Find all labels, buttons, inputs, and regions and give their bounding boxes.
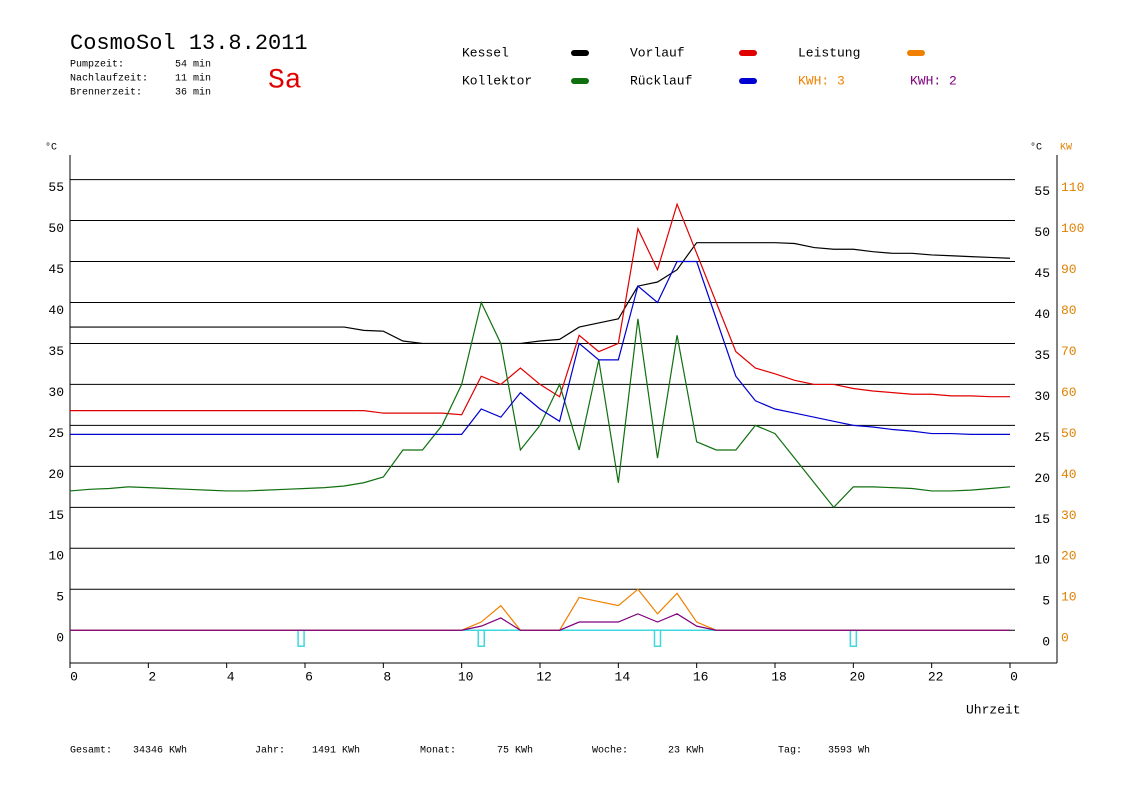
- stat-label: Nachlaufzeit:: [70, 73, 148, 85]
- y-tick-label: 25: [48, 426, 64, 441]
- total-label: Monat:: [420, 746, 456, 757]
- legend-label: KWH: 2: [910, 73, 957, 88]
- y2-tick-label: 5: [1042, 594, 1050, 609]
- stat-value: 54 min: [175, 59, 211, 71]
- x-tick-label: 16: [693, 669, 709, 684]
- y2-kw-tick-label: 80: [1061, 303, 1077, 318]
- x-tick-label: 20: [850, 669, 866, 684]
- marker: [477, 629, 485, 647]
- marker: [653, 629, 662, 647]
- y2-kw-tick-label: 30: [1061, 508, 1077, 523]
- y-tick-label: 0: [56, 631, 64, 646]
- x-tick-label: 8: [383, 669, 391, 684]
- y2-tick-label: 50: [1034, 225, 1050, 240]
- y2-kw-tick-label: 10: [1061, 590, 1077, 605]
- legend-label: Rücklauf: [630, 73, 692, 88]
- x-tick-label: 4: [227, 669, 235, 684]
- x-tick-label: 0: [1010, 669, 1018, 684]
- y2-tick-label: 15: [1034, 512, 1050, 527]
- y2-kw-tick-label: 110: [1061, 180, 1084, 195]
- x-tick-label: 6: [305, 669, 313, 684]
- total-label: Woche:: [592, 745, 628, 757]
- y2-kw-tick-label: 70: [1061, 344, 1077, 359]
- y2-kw-tick-label: 50: [1061, 426, 1077, 441]
- kwh-text: KWH: 3: [798, 73, 845, 88]
- weekday: Sa: [268, 65, 302, 96]
- series-line: [69, 300, 1011, 509]
- y2-tick-label: 40: [1034, 307, 1050, 322]
- total-value: 1491 KWh: [312, 745, 360, 757]
- series-line: [70, 613, 1010, 631]
- x-label: Uhrzeit: [966, 702, 1021, 717]
- y2-kw-tick-label: 20: [1061, 549, 1077, 564]
- y2-tick-label: 25: [1034, 430, 1050, 445]
- total-value: 34346 KWh: [133, 745, 187, 757]
- y2-tick-label: 20: [1034, 471, 1050, 486]
- y-tick-label: 40: [48, 303, 64, 318]
- y2-kw-tick-label: 0: [1061, 631, 1069, 646]
- series-line: [70, 202, 1010, 416]
- total-label: Tag:: [778, 746, 802, 757]
- y2-kw-tick-label: 90: [1061, 262, 1077, 277]
- legend-label: Kessel: [462, 45, 509, 60]
- y-tick-label: 45: [48, 262, 64, 277]
- total-label: Gesamt:: [70, 746, 112, 757]
- y-tick-label: 30: [48, 385, 64, 400]
- y-tick-label: 35: [48, 344, 64, 359]
- y2-kw-tick-label: 40: [1061, 467, 1077, 482]
- y2-tick-label: 0: [1042, 635, 1050, 650]
- stat-label: Brennerzeit:: [70, 87, 142, 99]
- total-value: 23 KWh: [668, 745, 704, 757]
- x-tick-label: 18: [771, 669, 787, 684]
- x-tick-label: 14: [615, 669, 631, 684]
- x-tick-label: 0: [70, 669, 78, 684]
- series-line: [70, 588, 1010, 631]
- x-tick-label: 12: [536, 669, 552, 684]
- total-value: 3593 Wh: [828, 745, 870, 757]
- series-line: [70, 260, 1010, 435]
- title: CosmoSol 13.8.2011: [70, 31, 308, 56]
- y-tick-label: 55: [48, 180, 64, 195]
- total-label: Jahr:: [255, 745, 285, 757]
- y-tick-label: 50: [48, 221, 64, 236]
- y2-tick-label: 10: [1034, 553, 1050, 568]
- y2-tick-label: 30: [1034, 389, 1050, 404]
- series-line: [70, 242, 1011, 345]
- legend-label: Kollektor: [462, 73, 532, 88]
- legend-label: Leistung: [798, 45, 860, 60]
- y2-unit-c: °C: [1030, 142, 1042, 154]
- y2-kw-tick-label: 100: [1061, 221, 1084, 236]
- y-unit: °C: [45, 142, 57, 154]
- x-tick-label: 10: [458, 669, 474, 684]
- x-tick-label: 22: [928, 669, 944, 684]
- y-tick-label: 5: [56, 590, 64, 605]
- x-tick-label: 2: [148, 669, 156, 684]
- y2-tick-label: 45: [1034, 266, 1050, 281]
- stat-value: 36 min: [175, 87, 211, 99]
- marker: [849, 629, 858, 647]
- y-tick-label: 20: [48, 467, 64, 482]
- y2-unit: KW: [1060, 143, 1072, 154]
- y-tick-label: 15: [48, 508, 64, 523]
- y2-tick-label: 35: [1034, 348, 1050, 363]
- legend-label: Vorlauf: [630, 45, 685, 60]
- total-value: 75 KWh: [497, 745, 533, 757]
- y2-tick-label: 55: [1034, 184, 1050, 199]
- stat-value: 11 min: [175, 73, 211, 85]
- marker: [297, 629, 305, 647]
- stat-label: Pumpzeit:: [70, 59, 124, 71]
- y-tick-label: 10: [48, 549, 64, 564]
- y2-kw-tick-label: 60: [1061, 385, 1077, 400]
